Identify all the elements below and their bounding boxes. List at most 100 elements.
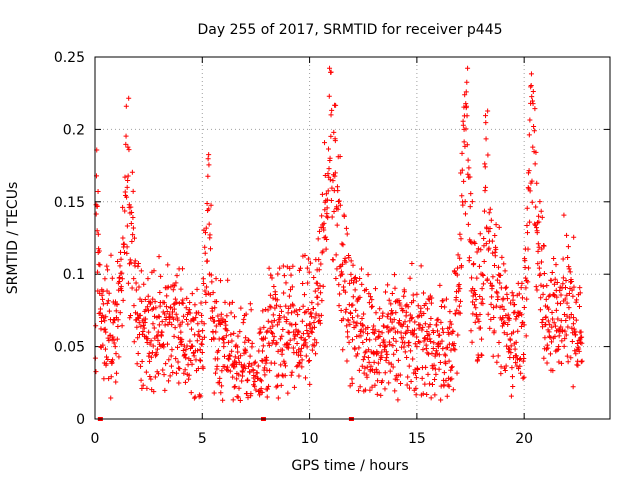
data-point <box>329 214 335 220</box>
data-point <box>546 306 552 312</box>
data-point <box>391 351 397 357</box>
data-point <box>119 276 125 282</box>
data-point <box>272 291 278 297</box>
data-point <box>225 339 231 345</box>
data-point <box>472 240 478 246</box>
data-point <box>144 339 150 345</box>
data-point <box>502 368 508 374</box>
data-point <box>245 337 251 343</box>
data-point <box>369 304 375 310</box>
data-point <box>495 294 501 300</box>
data-point <box>498 285 504 291</box>
data-point <box>223 333 229 339</box>
data-point <box>185 362 191 368</box>
data-point <box>472 287 478 293</box>
data-point <box>521 374 527 380</box>
data-point <box>493 246 499 252</box>
data-point <box>542 335 548 341</box>
data-point <box>515 328 521 334</box>
data-point <box>174 299 180 305</box>
data-point <box>208 246 214 252</box>
data-point <box>282 360 288 366</box>
data-point <box>328 133 334 139</box>
data-point <box>576 348 582 354</box>
data-point <box>150 296 156 302</box>
data-point <box>490 274 496 280</box>
data-point <box>200 276 206 282</box>
data-point <box>280 347 286 353</box>
data-point <box>375 360 381 366</box>
data-point <box>213 370 219 376</box>
data-point <box>146 329 152 335</box>
data-point <box>450 329 456 335</box>
data-point <box>97 306 103 312</box>
data-point <box>474 249 480 255</box>
data-point <box>461 104 467 110</box>
data-point <box>243 335 249 341</box>
data-point <box>333 252 339 258</box>
data-point <box>229 299 235 305</box>
data-point <box>136 315 142 321</box>
data-point <box>158 273 164 279</box>
data-point <box>573 351 579 357</box>
data-point <box>191 395 197 401</box>
data-point <box>347 321 353 327</box>
data-point <box>434 322 440 328</box>
data-point <box>331 129 337 135</box>
data-point <box>117 263 123 269</box>
data-point <box>235 349 241 355</box>
data-point <box>300 280 306 286</box>
data-point <box>342 289 348 295</box>
data-point <box>570 321 576 327</box>
data-point <box>183 305 189 311</box>
data-point <box>227 368 233 374</box>
data-point <box>134 361 140 367</box>
data-point <box>343 306 349 312</box>
data-point <box>544 360 550 366</box>
data-point <box>420 347 426 353</box>
data-point <box>561 212 567 218</box>
data-point <box>413 385 419 391</box>
data-point <box>139 385 145 391</box>
data-point <box>120 204 126 210</box>
data-point <box>132 263 138 269</box>
data-point <box>107 332 113 338</box>
data-point <box>198 393 204 399</box>
data-point <box>148 354 154 360</box>
data-point <box>103 361 109 367</box>
data-point <box>565 244 571 250</box>
data-point <box>417 339 423 345</box>
data-point <box>236 372 242 378</box>
data-point <box>123 141 129 147</box>
data-point <box>273 302 279 308</box>
data-points <box>92 65 585 421</box>
data-point <box>480 301 486 307</box>
data-point <box>563 277 569 283</box>
y-tick-label: 0.25 <box>54 50 85 66</box>
data-point <box>551 320 557 326</box>
data-point <box>509 290 515 296</box>
data-point <box>265 318 271 324</box>
data-point <box>485 108 491 114</box>
data-point <box>577 290 583 296</box>
data-point <box>408 348 414 354</box>
data-point <box>534 180 540 186</box>
data-point <box>476 354 482 360</box>
data-point <box>377 342 383 348</box>
data-point <box>549 339 555 345</box>
data-point <box>444 393 450 399</box>
data-point <box>252 378 258 384</box>
data-point <box>124 250 130 256</box>
data-point <box>446 331 452 337</box>
data-point <box>540 291 546 297</box>
data-point <box>382 386 388 392</box>
data-point <box>560 256 566 262</box>
data-point <box>329 107 335 113</box>
data-point <box>276 319 282 325</box>
y-tick-label: 0.2 <box>63 122 85 138</box>
data-point <box>479 296 485 302</box>
data-point <box>390 343 396 349</box>
data-point <box>279 372 285 378</box>
data-point <box>138 377 144 383</box>
data-point <box>381 339 387 345</box>
